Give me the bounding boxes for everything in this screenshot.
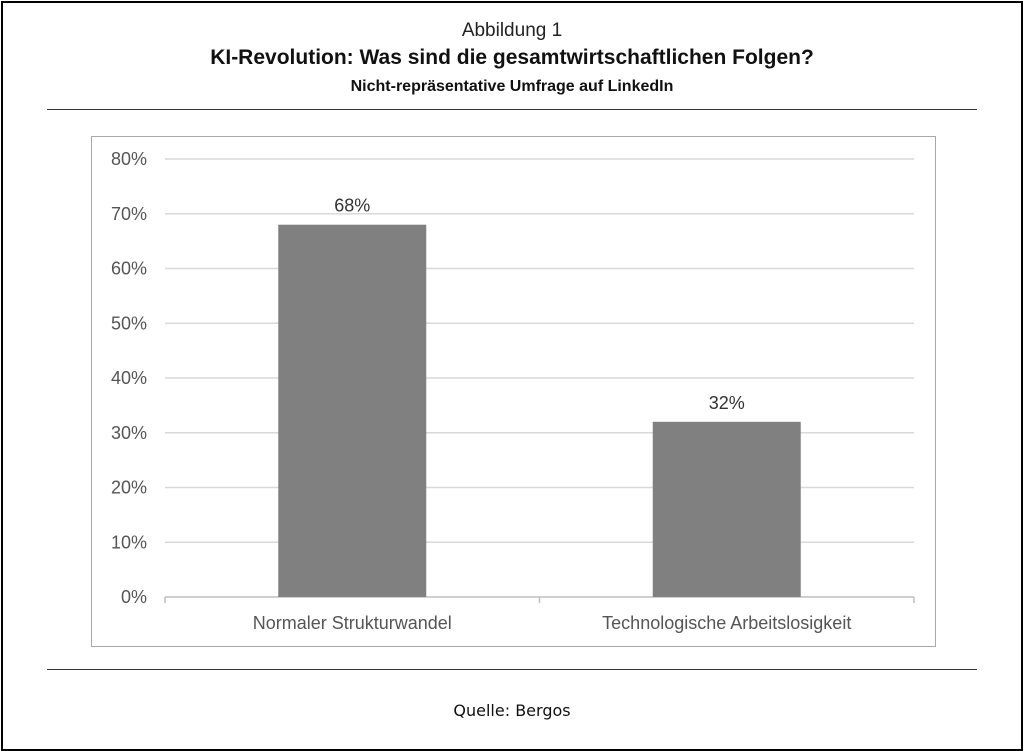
chart-area: 0% 10% 20% 30% 40% 50% 60% 70% 80% 68% Normaler St… [91, 136, 936, 647]
y-tick-label: 40% [111, 368, 147, 388]
bar [278, 224, 427, 597]
bottom-divider [47, 669, 977, 670]
bar [652, 421, 801, 597]
figure-subtitle: Nicht-repräsentative Umfrage auf LinkedI… [350, 78, 674, 95]
y-tick-label: 60% [111, 259, 147, 279]
x-category-label: Technologische Arbeitslosigkeit [602, 613, 851, 633]
figure-title: KI-Revolution: Was sind die gesamtwirtsc… [210, 46, 814, 69]
source-note: Quelle: Bergos [453, 701, 571, 720]
x-category-label: Normaler Strukturwandel [253, 613, 452, 633]
y-tick-label: 80% [111, 149, 147, 169]
y-tick-label: 30% [111, 423, 147, 443]
bar-value-label: 68% [334, 196, 370, 216]
figure-label: Abbildung 1 [461, 20, 563, 41]
bar-value-label: 32% [709, 393, 745, 413]
y-tick-label: 0% [121, 587, 147, 607]
y-tick-label: 50% [111, 313, 147, 333]
top-divider [47, 109, 977, 110]
y-tick-label: 20% [111, 478, 147, 498]
y-tick-label: 10% [111, 532, 147, 552]
y-tick-label: 70% [111, 204, 147, 224]
bar-chart: 0% 10% 20% 30% 40% 50% 60% 70% 80% 68% Normaler St… [111, 149, 915, 633]
